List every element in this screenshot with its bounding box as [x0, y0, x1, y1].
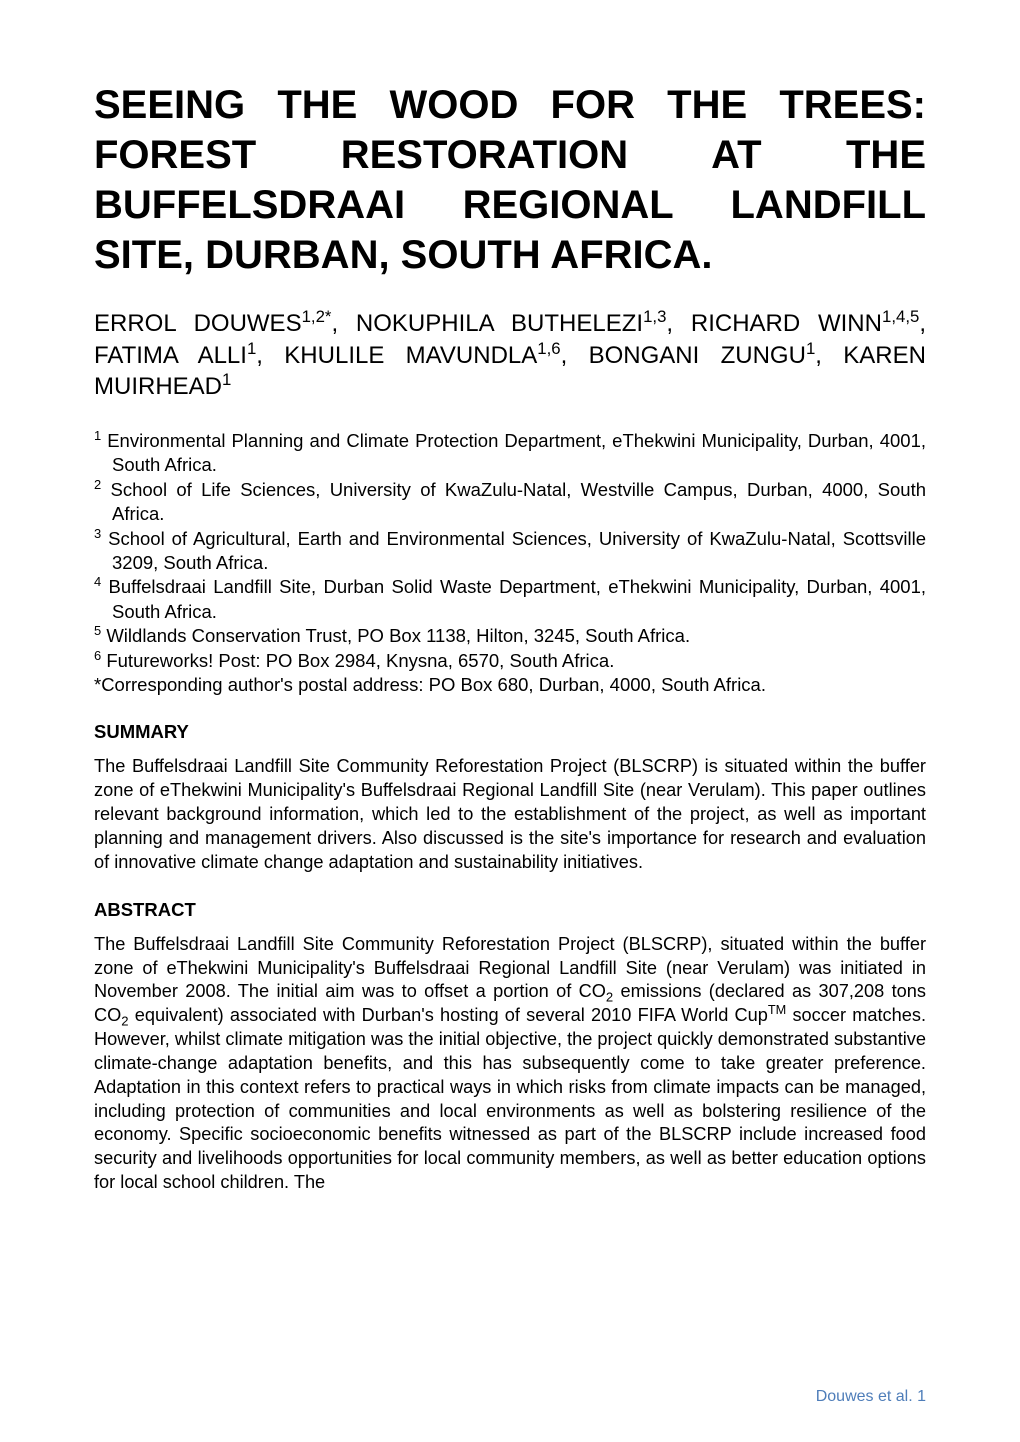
author-name: ERROL DOUWES: [94, 310, 302, 337]
abstract-body: The Buffelsdraai Landfill Site Community…: [94, 933, 926, 1195]
affil-mark: 5: [94, 623, 101, 638]
author-name: BONGANI ZUNGU: [589, 342, 806, 369]
co2-subscript: 2: [121, 1014, 128, 1029]
affiliations: 1 Environmental Planning and Climate Pro…: [94, 429, 926, 697]
author-name: FATIMA ALLI: [94, 342, 247, 369]
author-affil-mark: 1,2*: [302, 307, 332, 326]
paper-title: SEEING THE WOOD FOR THE TREES: FOREST RE…: [94, 80, 926, 280]
abstract-heading: ABSTRACT: [94, 899, 926, 921]
corresponding-author: *Corresponding author's postal address: …: [94, 673, 926, 697]
tm-superscript: TM: [768, 1002, 786, 1017]
summary-heading: SUMMARY: [94, 721, 926, 743]
author-affil-mark: 1,3: [643, 307, 666, 326]
author-name: NOKUPHILA BUTHELEZI: [356, 310, 643, 337]
page: SEEING THE WOOD FOR THE TREES: FOREST RE…: [0, 0, 1020, 1442]
author-affil-mark: 1,4,5: [882, 307, 919, 326]
author-name: RICHARD WINN: [691, 310, 882, 337]
affiliation-line: 3 School of Agricultural, Earth and Envi…: [94, 527, 926, 576]
co2-subscript: 2: [606, 990, 613, 1005]
affil-mark: 2: [94, 477, 101, 492]
author-affil-mark: 1: [222, 370, 231, 389]
affil-mark: 3: [94, 525, 101, 540]
affiliation-line: 1 Environmental Planning and Climate Pro…: [94, 429, 926, 478]
author-name: KHULILE MAVUNDLA: [284, 342, 537, 369]
affil-mark: 4: [94, 574, 101, 589]
author-line: ERROL DOUWES1,2*, NOKUPHILA BUTHELEZI1,3…: [94, 308, 926, 403]
affiliation-line: 6 Futureworks! Post: PO Box 2984, Knysna…: [94, 649, 926, 673]
affil-mark: 1: [94, 428, 101, 443]
affiliation-line: 4 Buffelsdraai Landfill Site, Durban Sol…: [94, 575, 926, 624]
affiliation-line: 2 School of Life Sciences, University of…: [94, 478, 926, 527]
author-affil-mark: 1: [806, 339, 815, 358]
affiliation-line: 5 Wildlands Conservation Trust, PO Box 1…: [94, 624, 926, 648]
affil-mark: 6: [94, 648, 101, 663]
page-footer: Douwes et al. 1: [816, 1388, 926, 1406]
author-affil-mark: 1,6: [537, 339, 560, 358]
author-affil-mark: 1: [247, 339, 256, 358]
summary-body: The Buffelsdraai Landfill Site Community…: [94, 755, 926, 874]
